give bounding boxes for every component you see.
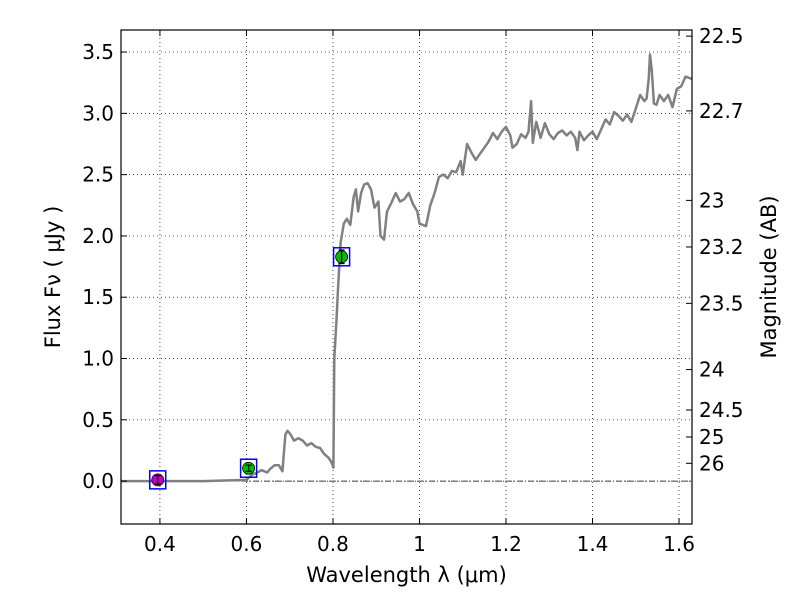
- grid: [121, 30, 692, 524]
- x-tick-label: 1.6: [663, 532, 695, 556]
- mag-tick-label: 24.5: [699, 398, 744, 422]
- y-tick-label: 3.0: [82, 101, 114, 125]
- x-tick-label: 0.8: [317, 532, 349, 556]
- series-group: [121, 53, 693, 483]
- y2-axis-label: Magnitude (AB): [757, 195, 781, 358]
- y-tick-label: 2.5: [82, 163, 114, 187]
- photometry-box: [332, 247, 351, 267]
- mag-tick-label: 24: [699, 358, 724, 382]
- observations-group: [149, 247, 351, 490]
- x-axis-label: Wavelength λ (μm): [306, 563, 507, 587]
- y-axis-label: Flux Fν ( μJy ): [41, 206, 65, 349]
- mag-tick-label: 22.5: [699, 24, 744, 48]
- y-tick-label: 0.0: [82, 469, 114, 493]
- x-tick-label: 1.2: [490, 532, 522, 556]
- mag-tick-label: 23: [699, 188, 724, 212]
- x-tick-label: 0.6: [231, 532, 263, 556]
- photometry-box: [149, 470, 167, 490]
- y-tick-label: 1.5: [82, 285, 114, 309]
- plot-frame: [120, 29, 693, 525]
- mag-tick-label: 22.7: [699, 99, 744, 123]
- y-tick-label: 2.0: [82, 224, 114, 248]
- mag-tick-label: 25: [699, 425, 724, 449]
- x-tick-label: 1: [413, 532, 426, 556]
- photometry-box: [239, 458, 258, 478]
- y-tick-label: 1.0: [82, 347, 114, 371]
- ticks: 0.4 0.6 0.8 1 1.2 1.4 1.6 0.0 0.5 1.0 1.5 2.0 2.5 3.0…: [82, 24, 743, 556]
- spectrum-line: [121, 53, 693, 483]
- mag-tick-label: 23.5: [699, 291, 744, 315]
- x-tick-label: 0.4: [144, 532, 176, 556]
- y-tick-label: 0.5: [82, 408, 114, 432]
- mag-tick-label: 26: [699, 451, 724, 475]
- y-tick-label: 3.5: [82, 40, 114, 64]
- mag-tick-label: 23.2: [699, 235, 744, 259]
- x-tick-label: 1.4: [577, 532, 609, 556]
